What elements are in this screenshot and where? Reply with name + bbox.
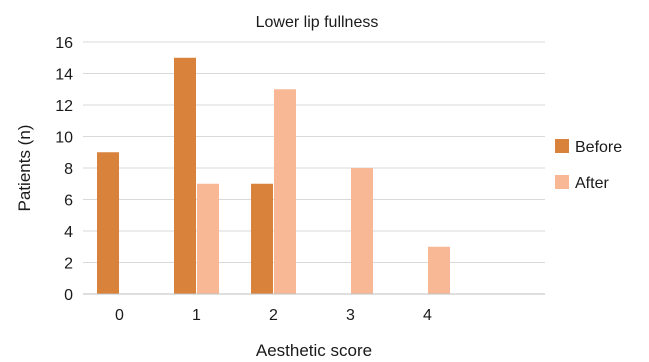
legend-label-before: Before: [575, 139, 622, 156]
y-tick-label: 8: [64, 161, 73, 178]
legend-label-after: After: [575, 175, 609, 192]
x-axis-title: Aesthetic score: [256, 341, 372, 360]
y-tick-label: 16: [55, 35, 73, 52]
gridlines: [83, 41, 545, 263]
y-tick-label: 0: [64, 287, 73, 304]
x-tick-label: 2: [269, 307, 278, 324]
x-axis-ticks: 0 1 2 3 4: [115, 307, 432, 324]
y-tick-label: 10: [55, 130, 73, 147]
bars: [97, 57, 450, 294]
bar-after-4: [428, 246, 450, 294]
bar-before-2: [251, 183, 273, 294]
y-axis-title: Patients (n): [15, 125, 34, 212]
y-axis-ticks: 0 2 4 6 8 10 12 14 16: [55, 35, 73, 304]
bar-after-2: [274, 89, 296, 294]
y-tick-label: 6: [64, 193, 73, 210]
legend: Before After: [555, 139, 622, 192]
bar-after-1: [197, 183, 219, 294]
y-tick-label: 14: [55, 67, 73, 84]
bar-before-1: [174, 57, 196, 294]
x-tick-label: 4: [423, 307, 432, 324]
legend-swatch-before: [555, 139, 569, 153]
x-tick-label: 1: [192, 307, 201, 324]
x-tick-label: 0: [115, 307, 124, 324]
legend-swatch-after: [555, 175, 569, 189]
bar-before-0: [97, 152, 119, 294]
bar-after-3: [351, 168, 373, 294]
x-tick-label: 3: [346, 307, 355, 324]
y-tick-label: 4: [64, 224, 73, 241]
chart-title: Lower lip fullness: [256, 14, 379, 31]
y-tick-label: 2: [64, 256, 73, 273]
y-tick-label: 12: [55, 98, 73, 115]
